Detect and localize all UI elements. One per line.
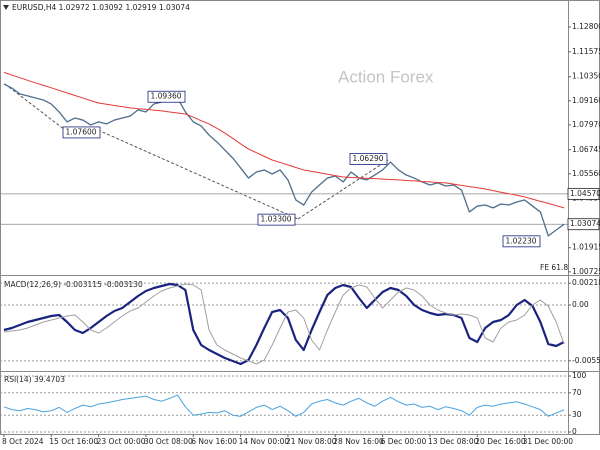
series-line (3, 83, 565, 237)
series-line (3, 283, 565, 365)
fib-label: FE 61.8 (540, 263, 568, 272)
series-line (3, 394, 565, 417)
x-tick-label: 15 Oct 16:00 (49, 437, 98, 446)
level-label: 1.04570 (570, 189, 600, 198)
y-tick-label: 1.11575 (572, 47, 600, 56)
x-tick-label: 20 Dec 16:00 (475, 437, 526, 446)
y-tick-label: 30 (572, 410, 582, 419)
x-tick-label: 21 Nov 08:00 (286, 437, 337, 446)
x-tick-label: 28 Nov 16:00 (333, 437, 384, 446)
annotation-label: 1.03300 (261, 215, 292, 224)
level-label: 1.03074 (570, 219, 600, 228)
rsi-title: RSI(14) 39.4703 (4, 375, 65, 384)
y-tick-label: 1.10350 (572, 72, 600, 81)
y-tick-label: 70 (572, 388, 582, 397)
y-tick-label: 1.09160 (572, 96, 600, 105)
y-tick-label: 1.05560 (572, 169, 600, 178)
annotation-label: 1.07600 (66, 127, 97, 136)
annotation-box (502, 235, 541, 248)
y-tick-label: -0.005584 (572, 356, 600, 365)
annotation-box (147, 90, 186, 103)
x-tick-label: 8 Oct 2024 (2, 437, 44, 446)
y-tick-label: 0.002182 (572, 278, 600, 287)
trend-line (97, 129, 299, 220)
x-tick-label: 6 Nov 16:00 (191, 437, 237, 446)
chart-title: EURUSD,H4 1.02972 1.03092 1.02919 1.0307… (12, 3, 190, 12)
level-box (567, 187, 600, 200)
macd-title: MACD(12,26,9) -0.003115 -0.003130 (4, 280, 143, 289)
y-tick-label: 0.00 (572, 300, 589, 309)
x-tick-label: 31 Dec 00:00 (523, 437, 574, 446)
y-tick-label: 1.00725 (572, 267, 600, 276)
level-box (567, 218, 600, 231)
series-line (3, 71, 565, 209)
y-tick-label: 0 (572, 427, 577, 436)
y-tick-label: 1.06745 (572, 145, 600, 154)
y-tick-label: 1.01915 (572, 243, 600, 252)
x-tick-label: 30 Oct 08:00 (144, 437, 193, 446)
x-tick-label: 6 Dec 00:00 (381, 437, 427, 446)
y-tick-label: 1.12800 (572, 22, 600, 31)
annotation-box (257, 213, 296, 226)
symbol-icon (3, 5, 9, 10)
y-tick-label: 100 (572, 371, 587, 380)
x-tick-label: 13 Dec 08:00 (428, 437, 479, 446)
annotation-box (62, 126, 101, 139)
annotation-label: 1.02230 (506, 236, 537, 245)
x-tick-label: 23 Oct 00:00 (97, 437, 146, 446)
y-tick-label: 1.07970 (572, 120, 600, 129)
trend-line (4, 83, 66, 131)
annotation-box (349, 153, 388, 165)
x-tick-label: 14 Nov 00:00 (239, 437, 290, 446)
annotation-label: 1.06290 (353, 154, 384, 163)
annotation-label: 1.09360 (151, 92, 182, 101)
watermark: Action Forex (338, 67, 434, 86)
trend-line (297, 159, 389, 220)
series-line (3, 282, 565, 366)
